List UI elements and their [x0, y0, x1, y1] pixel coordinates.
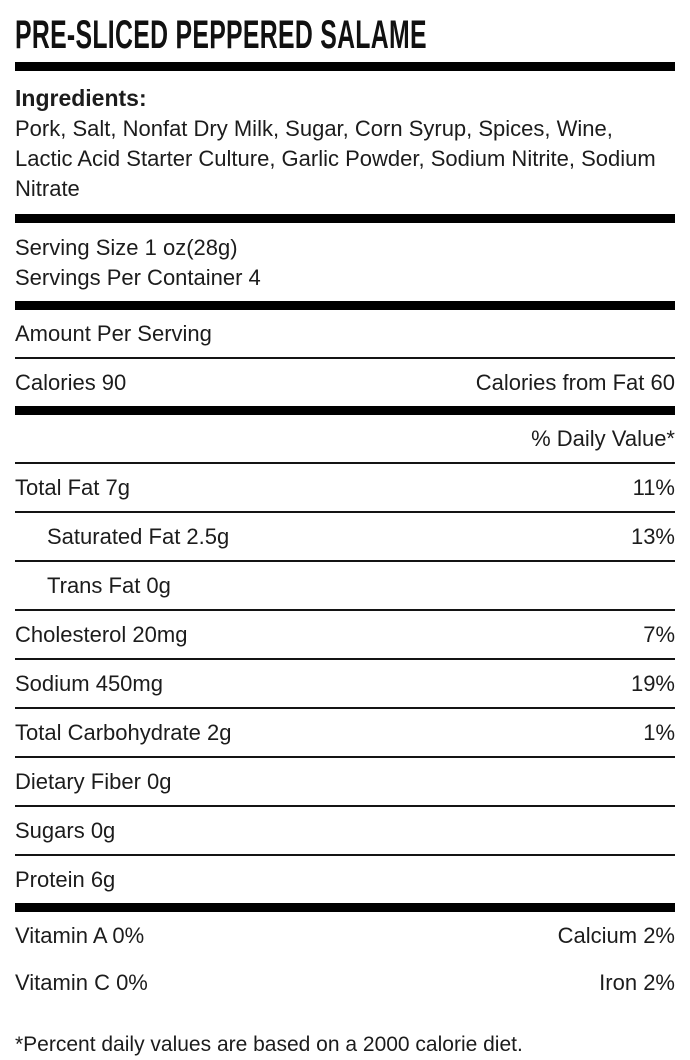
daily-value-header-row: % Daily Value*	[15, 415, 675, 464]
servings-per-container: Servings Per Container 4	[15, 265, 261, 290]
nutrient-label: Protein 6g	[15, 867, 116, 892]
nutrient-row-total-carbohydrate: Total Carbohydrate 2g 1%	[15, 709, 675, 758]
nutrient-row-protein: Protein 6g	[15, 856, 675, 903]
ingredients-heading: Ingredients:	[15, 85, 147, 111]
daily-value-header: % Daily Value*	[531, 426, 675, 451]
vitamin-a-label: Vitamin A 0%	[15, 923, 145, 948]
calories-row: Calories 90 Calories from Fat 60	[15, 359, 675, 406]
ingredients-text: Pork, Salt, Nonfat Dry Milk, Sugar, Corn…	[15, 116, 656, 201]
nutrient-dv: 7%	[643, 622, 675, 647]
nutrient-row-cholesterol: Cholesterol 20mg 7%	[15, 611, 675, 660]
serving-section: Serving Size 1 oz(28g) Servings Per Cont…	[15, 223, 675, 301]
nutrient-label: Saturated Fat 2.5g	[47, 524, 230, 549]
divider-thick-calories	[15, 406, 675, 415]
nutrient-dv: 13%	[630, 524, 675, 549]
nutrient-dv: 1%	[643, 720, 675, 745]
iron-label: Iron 2%	[599, 970, 675, 995]
calories-label: Calories 90	[15, 370, 127, 395]
nutrient-row-sodium: Sodium 450mg 19%	[15, 660, 675, 709]
vitamin-c-label: Vitamin C 0%	[15, 970, 148, 995]
nutrient-row-saturated-fat: Saturated Fat 2.5g 13%	[15, 513, 675, 562]
divider-thick-serving	[15, 301, 675, 310]
calories-from-fat-label: Calories from Fat 60	[475, 370, 675, 395]
nutrient-label: Total Carbohydrate 2g	[15, 720, 232, 745]
divider-thick-top	[15, 62, 675, 71]
divider-thick-vitamins	[15, 903, 675, 912]
amount-per-serving-label: Amount Per Serving	[15, 321, 212, 346]
nutrient-dv: 11%	[632, 475, 675, 500]
amount-per-serving-row: Amount Per Serving	[15, 310, 675, 359]
nutrient-row-sugars: Sugars 0g	[15, 807, 675, 856]
product-title: PRE-SLICED PEPPERED SALAME	[15, 14, 675, 56]
nutrient-label: Total Fat 7g	[15, 475, 130, 500]
daily-value-footnote: *Percent daily values are based on a 200…	[15, 1033, 523, 1056]
nutrient-label: Sodium 450mg	[15, 671, 163, 696]
nutrient-row-trans-fat: Trans Fat 0g	[15, 562, 675, 611]
nutrient-dv: 19%	[630, 671, 675, 696]
nutrient-label: Cholesterol 20mg	[15, 622, 188, 647]
ingredients-section: Ingredients: Pork, Salt, Nonfat Dry Milk…	[15, 71, 675, 214]
nutrient-row-dietary-fiber: Dietary Fiber 0g	[15, 758, 675, 807]
nutrient-label: Trans Fat 0g	[47, 573, 171, 598]
vitamin-row-c-iron: Vitamin C 0% Iron 2%	[15, 959, 675, 1006]
nutrient-row-total-fat: Total Fat 7g 11%	[15, 464, 675, 513]
nutrient-label: Dietary Fiber 0g	[15, 769, 172, 794]
product-title-text: PRE-SLICED PEPPERED SALAME	[15, 13, 427, 57]
divider-thick-ingredients	[15, 214, 675, 223]
vitamin-row-a-calcium: Vitamin A 0% Calcium 2%	[15, 912, 675, 959]
calcium-label: Calcium 2%	[557, 923, 675, 948]
nutrient-label: Sugars 0g	[15, 818, 116, 843]
serving-size: Serving Size 1 oz(28g)	[15, 235, 238, 260]
